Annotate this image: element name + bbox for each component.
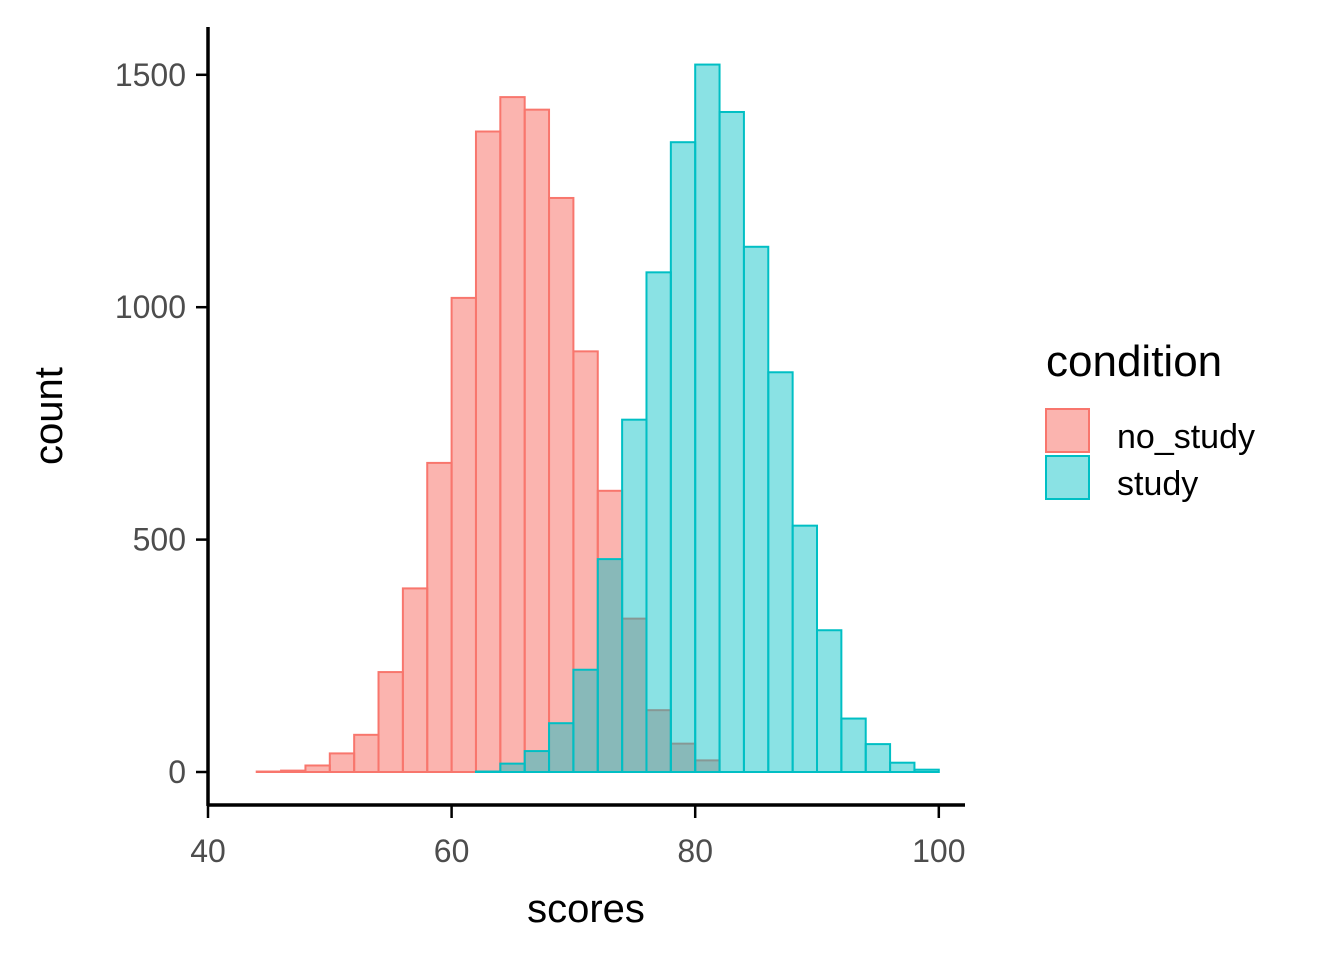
bar-no_study-49 bbox=[304, 764, 331, 773]
x-tick-label-80: 80 bbox=[677, 833, 713, 869]
bar-no_study-57 bbox=[401, 587, 429, 774]
bar-study-81 bbox=[694, 63, 721, 773]
bars-study bbox=[474, 63, 940, 774]
x-tick-label-40: 40 bbox=[190, 833, 226, 869]
bar-no_study-61 bbox=[450, 296, 477, 773]
legend-title: condition bbox=[1046, 337, 1222, 386]
bar-study-93 bbox=[840, 717, 867, 773]
x-axis-title: scores bbox=[527, 887, 645, 931]
x-tick-label-100: 100 bbox=[912, 833, 965, 869]
bar-study-85 bbox=[742, 245, 770, 773]
bar-study-77 bbox=[645, 271, 672, 773]
bar-study-95 bbox=[864, 743, 892, 773]
y-axis-title: count bbox=[27, 367, 71, 465]
legend-label-study: study bbox=[1117, 465, 1198, 503]
bar-study-97 bbox=[889, 761, 916, 774]
bar-study-99 bbox=[913, 768, 940, 773]
bar-no_study-79 bbox=[669, 742, 697, 774]
y-axis-ticks: 0 500 1000 1500 bbox=[115, 57, 208, 790]
bar-no_study-47 bbox=[280, 769, 307, 773]
bar-study-69 bbox=[548, 722, 575, 774]
x-axis-ticks: 40 60 80 100 bbox=[190, 806, 965, 869]
bars-no_study bbox=[255, 96, 721, 774]
bar-no_study-55 bbox=[377, 671, 404, 774]
bar-no_study-51 bbox=[328, 752, 356, 773]
bar-no_study-67 bbox=[523, 108, 551, 774]
legend-key-study bbox=[1045, 455, 1090, 500]
bar-no_study-59 bbox=[426, 461, 453, 773]
bar-no_study-65 bbox=[499, 96, 526, 774]
bar-study-79 bbox=[669, 141, 697, 773]
legend: condition no_study study bbox=[1045, 337, 1255, 503]
y-tick-label-500: 500 bbox=[133, 522, 186, 558]
bar-study-87 bbox=[767, 371, 794, 773]
bar-study-71 bbox=[572, 668, 599, 773]
bar-study-65 bbox=[499, 762, 526, 774]
x-tick-label-60: 60 bbox=[434, 833, 470, 869]
bar-no_study-53 bbox=[353, 733, 380, 774]
y-tick-label-0: 0 bbox=[168, 754, 186, 790]
bar-study-89 bbox=[791, 524, 819, 773]
legend-label-no_study: no_study bbox=[1117, 418, 1255, 456]
legend-key-no_study bbox=[1045, 408, 1090, 453]
bar-study-83 bbox=[718, 110, 745, 774]
bar-no_study-63 bbox=[474, 130, 502, 773]
bar-study-91 bbox=[816, 629, 843, 773]
bar-no_study-69 bbox=[548, 196, 575, 774]
bar-study-75 bbox=[621, 418, 648, 773]
y-tick-label-1500: 1500 bbox=[115, 57, 186, 93]
y-tick-label-1000: 1000 bbox=[115, 289, 186, 325]
bar-study-73 bbox=[596, 558, 624, 773]
bar-study-67 bbox=[523, 750, 551, 774]
